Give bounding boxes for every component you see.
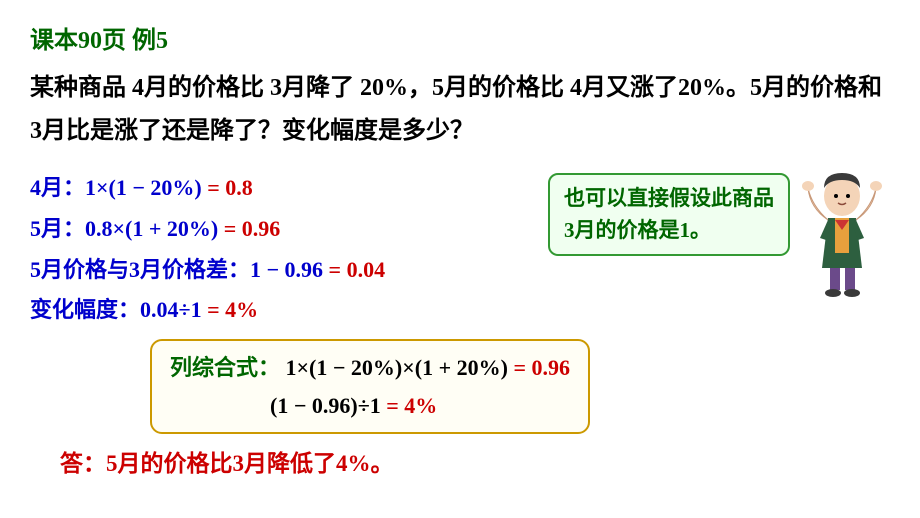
student-character-icon [800,168,885,298]
problem-statement: 某种商品 4月的价格比 3月降了 20%，5月的价格比 4月又涨了20%。5月的… [30,67,890,153]
step-label: 5月：0.8×(1 + 20%) [30,216,218,241]
page-title: 课本90页 例5 [30,20,890,55]
step-result: = 4% [207,297,258,322]
hint-callout: 也可以直接假设此商品 3月的价格是1。 [548,173,790,256]
formula-expr: 1×(1 − 20%)×(1 + 20%) [286,355,508,380]
formula-line-2: (1 − 0.96)÷1 = 4% [270,387,570,424]
formula-result: = 4% [386,393,437,418]
step-result: = 0.8 [207,175,253,200]
step-label: 5月价格与3月价格差：1 − 0.96 [30,257,323,282]
solution-area: 4月：1×(1 − 20%) = 0.8 5月：0.8×(1 + 20%) = … [30,168,890,434]
formula-expr: (1 − 0.96)÷1 [270,393,381,418]
step-change: 变化幅度：0.04÷1 = 4% [30,290,890,331]
step-label: 4月：1×(1 − 20%) [30,175,202,200]
formula-line-1: 列综合式： 1×(1 − 20%)×(1 + 20%) = 0.96 [170,349,570,386]
formula-label: 列综合式： [170,355,280,380]
combined-formula-box: 列综合式： 1×(1 − 20%)×(1 + 20%) = 0.96 (1 − … [150,339,590,434]
callout-line: 也可以直接假设此商品 [564,183,774,215]
step-label: 变化幅度：0.04÷1 [30,297,207,322]
final-answer: 答：5月的价格比3月降低了4%。 [60,444,890,478]
callout-line: 3月的价格是1。 [564,215,774,247]
formula-result: = 0.96 [513,355,570,380]
step-result: = 0.96 [224,216,281,241]
step-result: = 0.04 [329,257,386,282]
